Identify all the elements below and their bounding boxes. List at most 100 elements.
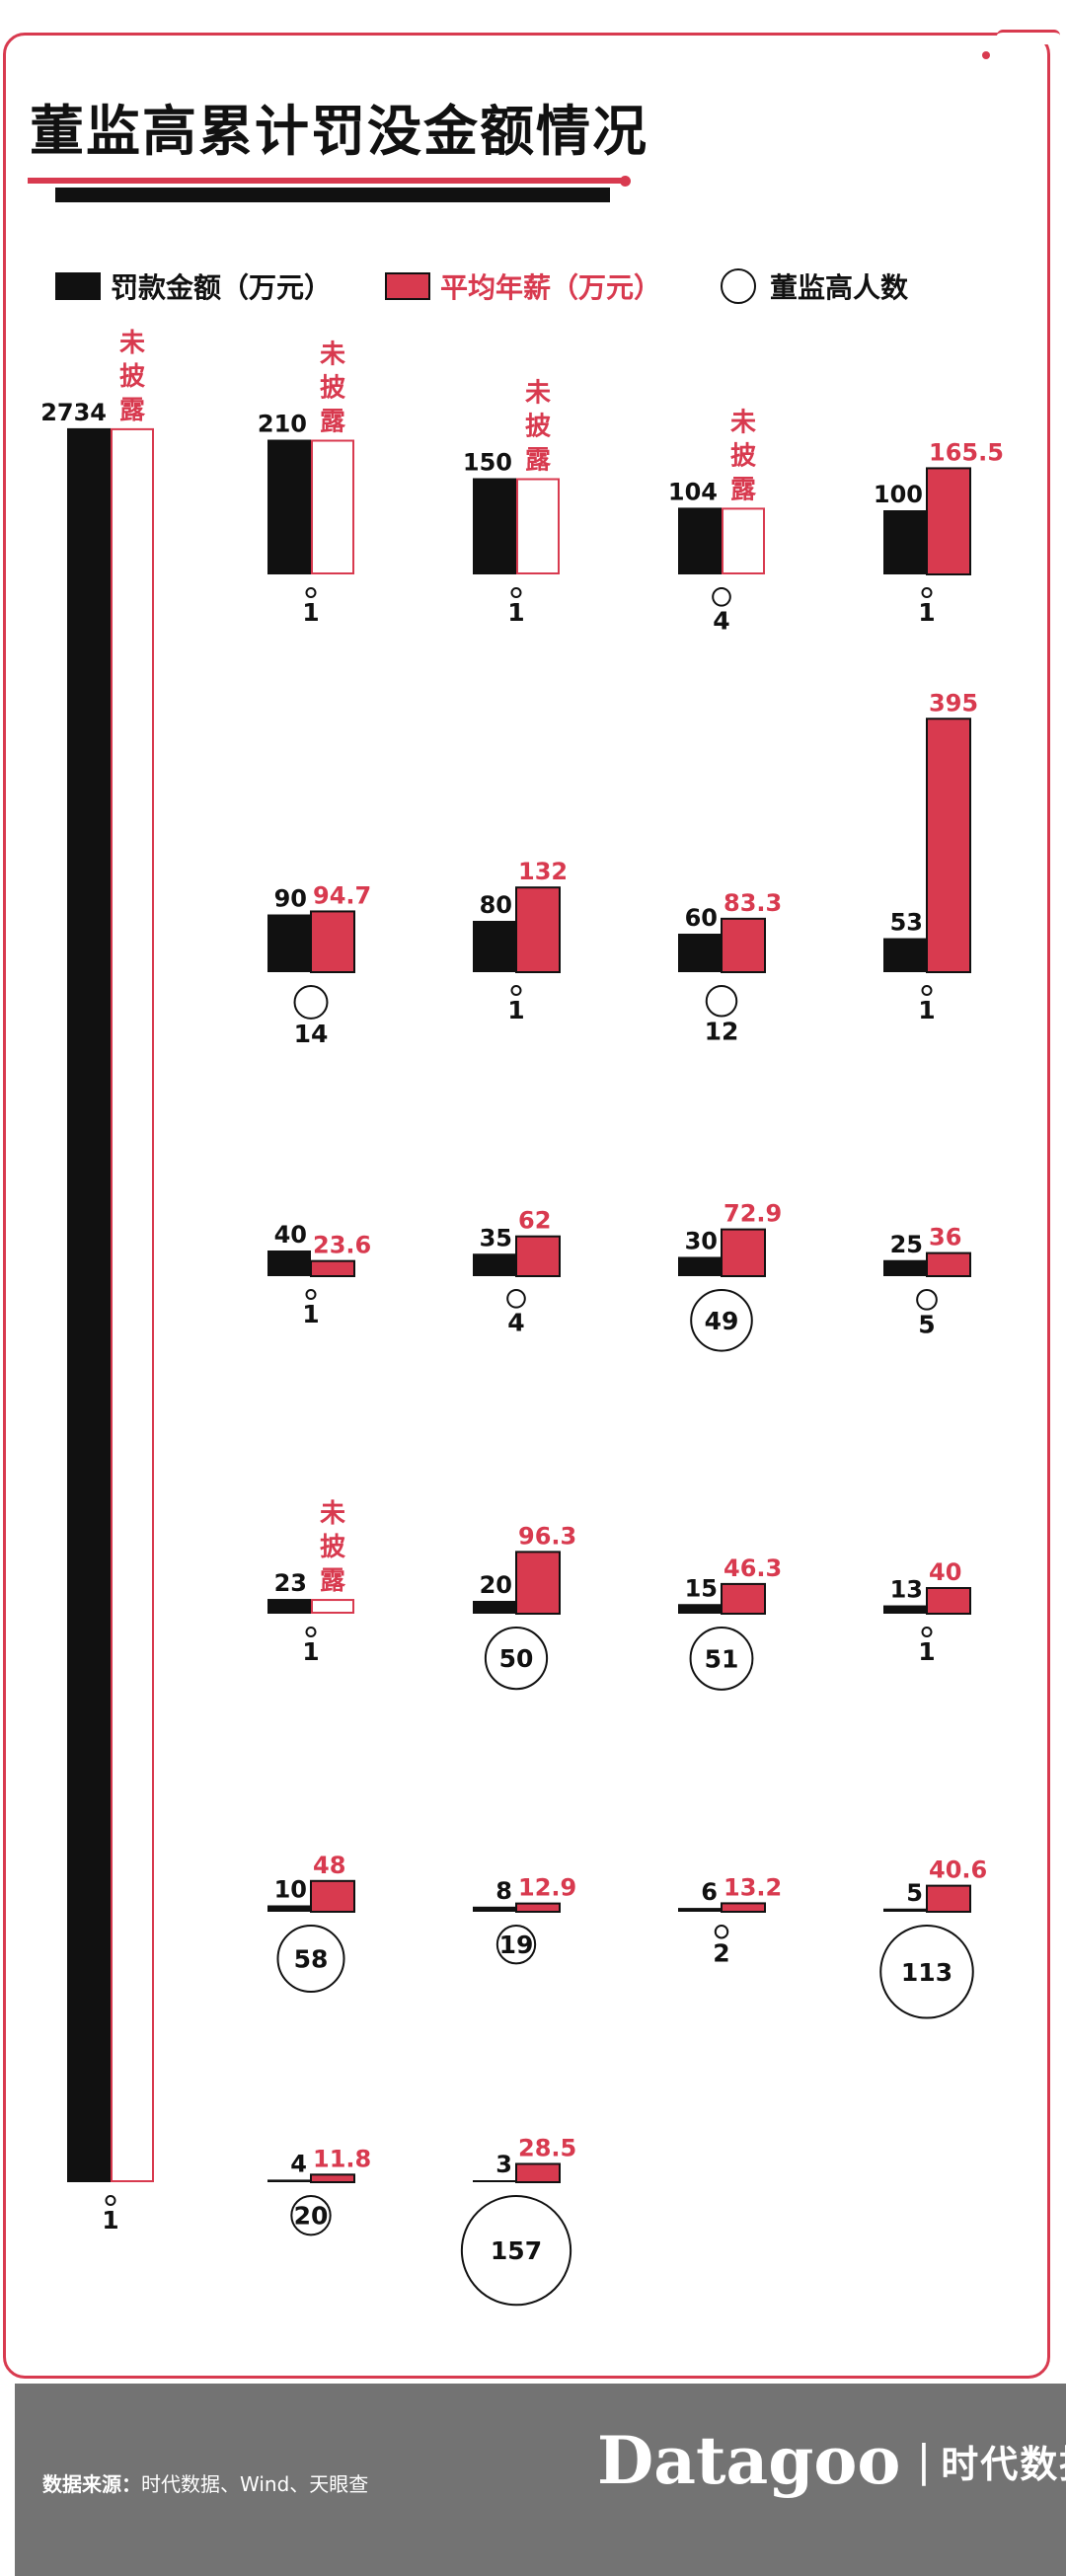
salary-bar — [515, 1551, 561, 1616]
people-circle — [495, 1925, 537, 1965]
salary-bar — [926, 1884, 971, 1913]
title-underline-black — [55, 188, 610, 202]
fine-value-label: 30 — [685, 1228, 718, 1255]
salary-value-label: 12.9 — [518, 1874, 576, 1902]
fine-bar — [883, 510, 927, 574]
people-circle — [921, 985, 933, 996]
fine-value-label: 2734 — [40, 399, 107, 426]
fine-bar — [267, 1250, 311, 1276]
undisclosed-label: 露 — [730, 475, 757, 504]
fine-value-label: 13 — [890, 1576, 923, 1604]
undisclosed-label: 未 — [119, 329, 145, 358]
fine-bar — [267, 1599, 311, 1614]
people-count-label: 49 — [705, 1307, 739, 1335]
salary-bar — [515, 886, 561, 974]
fine-bar — [473, 1601, 516, 1614]
fine-bar — [883, 938, 927, 972]
people-count-label: 1 — [102, 2206, 118, 2235]
fine-bar — [267, 1905, 311, 1912]
fine-bar — [67, 427, 111, 2182]
undisclosed-label: 未 — [730, 408, 756, 437]
fine-bar — [678, 1604, 722, 1614]
fine-value-label: 60 — [685, 904, 718, 932]
fine-value-label: 80 — [480, 891, 512, 919]
people-count-label: 4 — [507, 1309, 524, 1337]
people-count-label: 20 — [294, 2202, 329, 2231]
fine-value-label: 5 — [906, 1879, 923, 1907]
salary-bar — [926, 1587, 971, 1615]
title-underline-red — [28, 178, 627, 184]
fine-bar — [267, 2179, 311, 2182]
salary-bar — [721, 1902, 766, 1914]
salary-bar — [721, 917, 766, 973]
people-circle — [921, 587, 933, 598]
salary-bar-undisclosed — [722, 507, 765, 575]
salary-bar — [926, 718, 971, 973]
people-circle — [460, 2195, 572, 2307]
undisclosed-label: 未 — [525, 379, 551, 409]
salary-value-label: 11.8 — [313, 2145, 371, 2172]
people-circle — [276, 1925, 345, 1994]
people-count-label: 51 — [705, 1644, 739, 1673]
fine-bar — [883, 1605, 927, 1614]
undisclosed-label: 披 — [320, 1533, 346, 1562]
page-title: 董监高累计罚没金额情况 — [30, 100, 649, 163]
people-circle — [290, 2195, 332, 2236]
people-count-label: 14 — [294, 1020, 329, 1048]
legend-fine: 罚款金额（万元） — [55, 266, 332, 306]
fine-value-label: 90 — [274, 885, 307, 913]
people-count-label: 1 — [918, 598, 935, 627]
people-circle — [714, 1925, 729, 1939]
undisclosed-label: 露 — [525, 446, 552, 476]
fine-bar — [267, 439, 311, 574]
salary-bar — [515, 2162, 561, 2184]
fine-value-label: 10 — [274, 1876, 307, 1904]
people-circle — [690, 1289, 753, 1352]
people-circle — [506, 1289, 526, 1309]
undisclosed-label: 披 — [730, 441, 757, 471]
people-circle — [484, 1627, 549, 1691]
fine-value-label: 8 — [495, 1877, 512, 1905]
people-count-label: 1 — [507, 996, 524, 1024]
undisclosed-label: 披 — [119, 362, 146, 392]
people-count-label: 157 — [491, 2236, 542, 2265]
salary-bar — [721, 1228, 766, 1277]
footer-source-text: 时代数据、Wind、天眼查 — [141, 2472, 369, 2496]
people-circle — [921, 1627, 933, 1637]
legend-fine-label: 罚款金额（万元） — [111, 271, 333, 304]
people-circle — [305, 1289, 317, 1300]
brand-chinese-name: 时代数据 — [941, 2442, 1066, 2486]
people-count-label: 113 — [901, 1958, 952, 1987]
title-underline-dot — [620, 176, 631, 187]
top-accent-line — [997, 30, 1060, 44]
fine-value-label: 20 — [480, 1571, 512, 1599]
fine-value-label: 40 — [274, 1221, 307, 1249]
salary-bar — [515, 1902, 561, 1913]
salary-bar — [515, 1235, 561, 1277]
fine-bar — [678, 507, 722, 574]
salary-value-label: 36 — [929, 1224, 961, 1251]
fine-bar — [883, 1259, 927, 1276]
fine-bar — [678, 1256, 722, 1276]
salary-bar-undisclosed — [111, 427, 154, 2182]
people-count-label: 12 — [705, 1017, 739, 1045]
people-circle — [510, 587, 522, 598]
legend-salary-label: 平均年薪（万元） — [440, 271, 662, 304]
salary-value-label: 72.9 — [723, 1200, 782, 1228]
fine-bar — [267, 914, 311, 972]
people-circle — [293, 985, 329, 1020]
fine-bar — [473, 1906, 516, 1912]
people-circle — [105, 2195, 116, 2206]
people-circle — [305, 587, 317, 598]
people-circle — [305, 1627, 317, 1637]
footer-source: 数据来源：时代数据、Wind、天眼查 — [42, 2468, 368, 2497]
undisclosed-label: 露 — [320, 1566, 346, 1596]
salary-value-label: 28.5 — [518, 2134, 576, 2161]
people-circle — [510, 985, 522, 996]
undisclosed-label: 披 — [320, 374, 346, 404]
salary-bar — [926, 1251, 971, 1277]
fine-value-label: 35 — [480, 1224, 512, 1251]
salary-bar-undisclosed — [311, 439, 354, 574]
people-count-label: 1 — [507, 598, 524, 627]
undisclosed-label: 未 — [320, 341, 345, 370]
